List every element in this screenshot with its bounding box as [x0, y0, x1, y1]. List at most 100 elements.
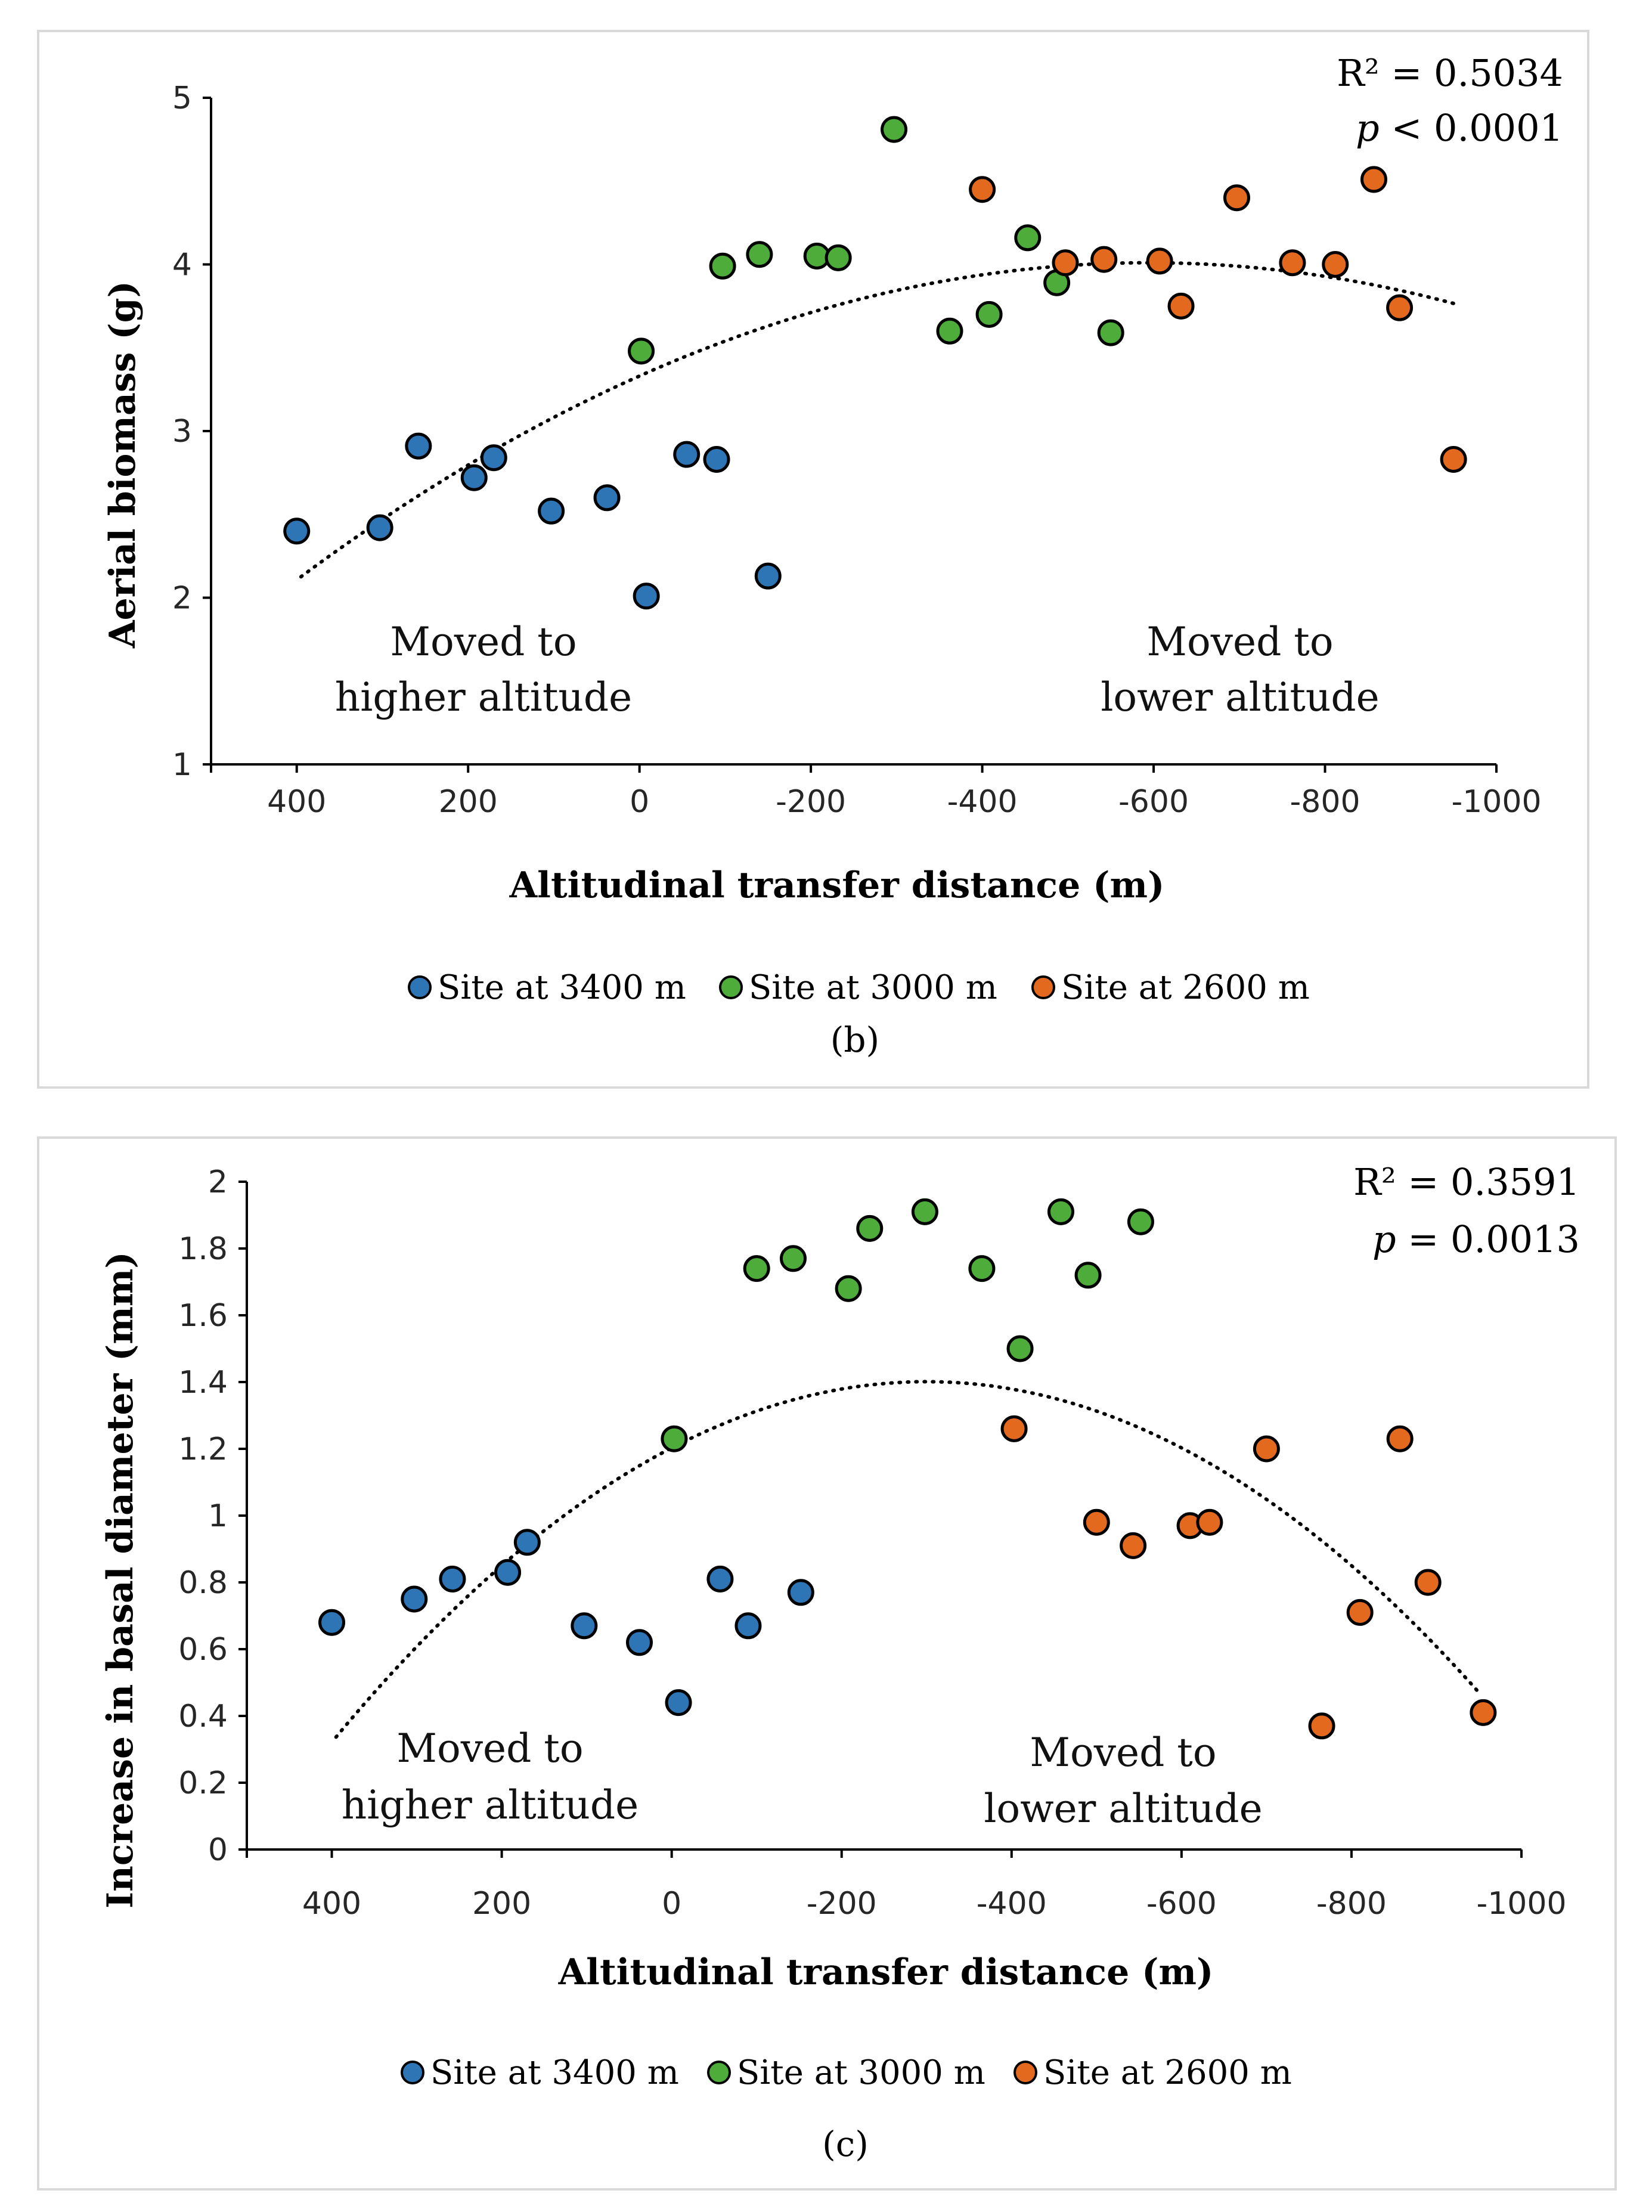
data-point-site-3000: [709, 252, 736, 280]
x-tick-label: -800: [1290, 784, 1360, 820]
data-point-site-2600: [969, 176, 996, 203]
annotation-higher-line1: Moved to: [396, 1725, 583, 1771]
annotation-higher-line2: higher altitude: [335, 674, 632, 720]
legend-marker-3400: [408, 975, 432, 999]
data-point-site-2600: [1223, 184, 1250, 212]
data-point-site-3400: [754, 562, 782, 590]
x-tick-label: -1000: [1451, 784, 1541, 820]
data-point-site-3400: [405, 432, 432, 460]
data-point-site-2600: [1196, 1508, 1223, 1536]
data-point-site-2600: [1167, 292, 1195, 320]
legend-label-2600: Site at 2600 m: [1061, 968, 1310, 1007]
x-tick-label: 400: [302, 1886, 361, 1922]
data-point-site-3400: [734, 1612, 762, 1640]
data-points: [283, 116, 1467, 610]
y-tick-label: 1: [208, 1498, 228, 1534]
y-tick-label: 1.4: [178, 1365, 228, 1401]
legend-label-3400: Site at 3400 m: [430, 2053, 679, 2092]
data-point-site-2600: [1440, 446, 1467, 473]
legend-label-2600: Site at 2600 m: [1043, 2053, 1292, 2092]
data-point-site-3000: [1047, 1198, 1074, 1225]
data-point-site-2600: [1253, 1435, 1280, 1463]
basal-diameter-scatter-chart: 0 0.2 0.4 0.6 0.8 1 1.2 1.4 1.6 1.8 2 400 200 0 -200 -…: [100, 1160, 1580, 2164]
legend-label-3000: Site at 3000 m: [749, 968, 997, 1007]
legend-marker-3000: [707, 2061, 731, 2084]
annotation-higher-line1: Moved to: [390, 619, 577, 665]
x-tick-label: 0: [662, 1886, 681, 1922]
x-tick-label: -400: [977, 1886, 1047, 1922]
x-tick-label: -800: [1316, 1886, 1387, 1922]
y-tick-label: 0.4: [178, 1699, 228, 1734]
data-point-site-2600: [1120, 1532, 1147, 1559]
data-point-site-3000: [628, 337, 655, 365]
y-tick-label: 4: [172, 247, 192, 283]
data-point-site-3400: [538, 497, 565, 525]
data-point-site-2600: [1000, 1415, 1028, 1442]
data-point-site-2600: [1470, 1699, 1497, 1726]
data-point-site-3400: [703, 446, 730, 473]
legend-label-3400: Site at 3400 m: [438, 968, 686, 1007]
data-point-site-3000: [856, 1215, 884, 1242]
data-point-site-3000: [1097, 319, 1124, 346]
y-tick-label: 2: [172, 581, 192, 616]
y-axis-ticks: 1 2 3 4 5: [172, 80, 211, 783]
r-squared-label: R² = 0.3591: [1353, 1160, 1580, 1204]
data-point-site-3000: [825, 244, 852, 271]
y-tick-label: 0: [208, 1832, 228, 1868]
data-point-site-3400: [787, 1579, 814, 1606]
annotation-lower-line2: lower altitude: [984, 1786, 1262, 1832]
x-tick-label: -200: [807, 1886, 877, 1922]
y-axis-title: Aerial biomass (g): [102, 281, 144, 649]
x-axis-ticks: 400 200 0 -200 -400 -600 -800 -1000: [210, 764, 1542, 820]
y-tick-label: 1: [172, 747, 192, 783]
data-point-site-3000: [1006, 1335, 1034, 1362]
data-point-site-3400: [706, 1565, 734, 1593]
data-point-site-3400: [571, 1612, 598, 1640]
legend-marker-3000: [719, 975, 743, 999]
x-axis-title: Altitudinal transfer distance (m): [509, 865, 1165, 906]
data-point-site-2600: [1414, 1569, 1442, 1596]
data-point-site-3400: [480, 444, 507, 472]
data-point-site-3400: [401, 1585, 428, 1613]
chart-panel-b: 1 2 3 4 5 400 200 0 -200 -400 -600 -800 -1000 R² = …: [37, 30, 1589, 1089]
y-tick-label: 0.8: [178, 1565, 228, 1601]
x-tick-label: -600: [1118, 784, 1189, 820]
data-point-site-2600: [1386, 294, 1414, 321]
legend: Site at 3400 m Site at 3000 m Site at 26…: [408, 968, 1310, 1007]
annotation-lower-line2: lower altitude: [1101, 674, 1379, 720]
data-point-site-3400: [283, 518, 311, 545]
y-tick-label: 1.8: [178, 1231, 228, 1267]
legend-marker-2600: [1013, 2061, 1037, 2084]
data-point-site-3000: [835, 1275, 862, 1302]
x-tick-label: 0: [630, 784, 649, 820]
data-point-site-3000: [936, 317, 963, 345]
x-tick-label: -200: [776, 784, 846, 820]
data-point-site-2600: [1090, 246, 1118, 273]
data-point-site-2600: [1083, 1508, 1110, 1536]
data-point-site-3400: [673, 441, 701, 468]
data-point-site-3400: [494, 1559, 522, 1586]
r-squared-label: R² = 0.5034: [1337, 51, 1563, 95]
p-value-label: p < 0.0001: [1356, 106, 1563, 150]
data-points: [318, 1198, 1497, 1740]
data-point-site-2600: [1279, 249, 1306, 277]
x-axis-ticks: 400 200 0 -200 -400 -600 -800 -1000: [246, 1849, 1567, 1922]
legend-label-3000: Site at 3000 m: [737, 2053, 985, 2092]
data-point-site-3000: [881, 116, 908, 143]
x-tick-label: -600: [1146, 1886, 1217, 1922]
data-point-site-3400: [460, 464, 488, 491]
data-point-site-3000: [968, 1255, 996, 1282]
x-tick-label: -400: [947, 784, 1018, 820]
data-point-site-3000: [746, 241, 773, 268]
y-tick-label: 0.6: [178, 1632, 228, 1668]
data-point-site-3400: [633, 583, 660, 610]
x-tick-label: -1000: [1476, 1886, 1566, 1922]
data-point-site-3000: [743, 1255, 770, 1282]
data-point-site-3400: [626, 1629, 653, 1656]
data-point-site-2600: [1308, 1712, 1335, 1740]
annotation-lower-line1: Moved to: [1030, 1730, 1216, 1776]
y-tick-label: 3: [172, 414, 192, 450]
y-tick-label: 0.2: [178, 1765, 228, 1801]
data-point-site-3400: [665, 1689, 692, 1717]
data-point-site-2600: [1052, 249, 1079, 277]
